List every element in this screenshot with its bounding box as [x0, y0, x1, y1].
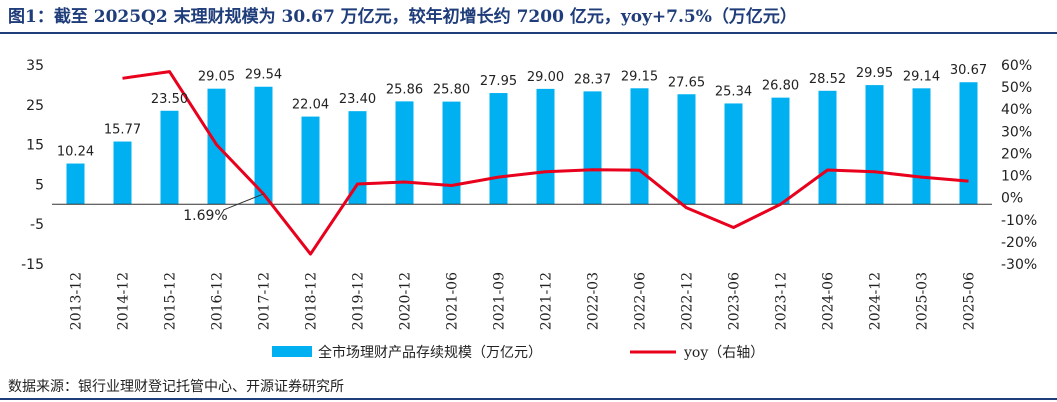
bar-label-2022-03: 28.37: [574, 72, 611, 87]
left-tick-25: 25: [26, 98, 44, 114]
bar-label-2021-12: 29.00: [527, 70, 564, 85]
x-label-2021-06: 2021-06: [445, 272, 461, 330]
legend-line-label: yoy（右轴）: [683, 345, 764, 361]
bar-2022-06: [630, 88, 649, 205]
x-label-2023-12: 2023-12: [774, 272, 790, 330]
legend-bar-swatch: [272, 346, 312, 357]
source-note: 数据来源：银行业理财登记托管中心、开源证券研究所: [8, 379, 344, 395]
yoy-line: [122, 70, 969, 256]
bar-label-2022-06: 29.15: [621, 69, 658, 84]
bar-label-2021-06: 25.80: [433, 83, 470, 98]
right-tick--30%: -30%: [1001, 257, 1037, 273]
x-label-2023-06: 2023-06: [727, 272, 743, 330]
bar-2019-12: [348, 111, 367, 205]
bar-2023-12: [771, 97, 790, 205]
bar-2020-12: [395, 101, 414, 205]
x-label-2021-09: 2021-09: [492, 272, 508, 330]
x-label-2017-12: 2017-12: [257, 272, 273, 330]
bar-label-2020-12: 25.86: [386, 82, 423, 97]
x-label-2025-06: 2025-06: [962, 272, 978, 330]
bar-2018-12: [301, 116, 320, 205]
chart-title: 图1：截至 2025Q2 末理财规模为 30.67 万亿元，较年初增长约 720…: [8, 7, 797, 27]
bar-label-2015-12: 23.50: [151, 92, 188, 107]
bar-label-2025-03: 29.14: [903, 69, 940, 84]
bar-2014-12: [113, 141, 132, 205]
x-label-2021-12: 2021-12: [539, 272, 555, 330]
bar-label-2013-12: 10.24: [57, 145, 94, 160]
right-tick-0%: 0%: [1001, 191, 1023, 207]
bar-2024-12: [865, 85, 884, 205]
bar-2021-09: [489, 93, 508, 205]
bar-label-2018-12: 22.04: [292, 98, 329, 113]
right-tick-20%: 20%: [1001, 146, 1032, 162]
data-labels: 10.24 15.77 23.50 29.05 29.54 22.04 23.40 25.86…: [57, 63, 987, 159]
bar-label-2023-12: 26.80: [762, 79, 799, 94]
left-tick-15: 15: [26, 138, 44, 154]
legend: 全市场理财产品存续规模（万亿元） yoy（右轴）: [272, 344, 764, 361]
x-label-2015-12: 2015-12: [163, 272, 179, 330]
right-tick-10%: 10%: [1001, 169, 1032, 185]
right-tick--10%: -10%: [1001, 213, 1037, 229]
annotation-leader: [223, 193, 264, 211]
x-label-2024-12: 2024-12: [868, 272, 884, 330]
legend-bar-label: 全市场理财产品存续规模（万亿元）: [318, 344, 542, 361]
x-label-2014-12: 2014-12: [116, 272, 132, 330]
right-tick-50%: 50%: [1001, 80, 1032, 96]
bar-label-2025-06: 30.67: [950, 63, 987, 78]
bar-label-2016-12: 29.05: [198, 70, 235, 85]
bar-label-2017-12: 29.54: [245, 68, 282, 83]
right-tick-60%: 60%: [1001, 58, 1032, 74]
bar-label-2022-12: 27.65: [668, 75, 705, 90]
annotation: 1.69%: [183, 193, 264, 224]
bar-2022-03: [583, 91, 602, 205]
right-tick-30%: 30%: [1001, 124, 1032, 140]
bar-label-2019-12: 23.40: [339, 92, 376, 107]
yoy-line-series: [122, 70, 969, 256]
bar-label-2014-12: 15.77: [104, 123, 141, 138]
left-tick--5: -5: [30, 217, 44, 233]
left-tick--15: -15: [21, 257, 44, 273]
bar-label-2024-06: 28.52: [809, 72, 846, 87]
left-tick-35: 35: [26, 58, 44, 74]
footer-divider: [0, 398, 1057, 400]
right-y-axis: 60% 50% 40% 30% 20% 10% 0% -10% -20% -30%: [1001, 58, 1037, 273]
bar-2022-12: [677, 94, 696, 205]
bar-2015-12: [160, 110, 179, 205]
left-y-axis: 35 25 15 5 -5 -15: [21, 58, 44, 273]
x-axis: 2013-12 2014-12 2015-12 2016-12 2017-12 2018-…: [69, 272, 978, 330]
x-label-2013-12: 2013-12: [69, 272, 85, 330]
x-label-2020-12: 2020-12: [398, 272, 414, 330]
annotation-label: 1.69%: [183, 208, 227, 224]
right-tick--20%: -20%: [1001, 235, 1037, 251]
right-tick-40%: 40%: [1001, 102, 1032, 118]
x-label-2022-12: 2022-12: [680, 272, 696, 330]
title-divider: [0, 32, 1057, 34]
x-label-2024-06: 2024-06: [821, 272, 837, 330]
x-label-2022-06: 2022-06: [633, 272, 649, 330]
bar-2025-06: [959, 82, 978, 205]
x-label-2016-12: 2016-12: [210, 272, 226, 330]
bar-2021-06: [442, 101, 461, 205]
bar-2023-06: [724, 103, 743, 205]
bar-label-2024-12: 29.95: [856, 66, 893, 81]
x-label-2025-03: 2025-03: [915, 272, 931, 330]
bar-2025-03: [912, 88, 931, 205]
chart: 10.24 15.77 23.50 29.05 29.54 22.04 23.40 25.86…: [21, 58, 1037, 361]
x-label-2018-12: 2018-12: [304, 272, 320, 330]
bar-series: [66, 82, 978, 205]
x-label-2022-03: 2022-03: [586, 272, 602, 330]
bar-2013-12: [66, 163, 85, 205]
bar-2021-12: [536, 88, 555, 205]
bar-2017-12: [254, 86, 273, 205]
left-tick-5: 5: [35, 177, 44, 193]
bar-label-2023-06: 25.34: [715, 84, 752, 99]
bar-label-2021-09: 27.95: [480, 74, 517, 89]
bar-2024-06: [818, 90, 837, 205]
x-label-2019-12: 2019-12: [351, 272, 367, 330]
